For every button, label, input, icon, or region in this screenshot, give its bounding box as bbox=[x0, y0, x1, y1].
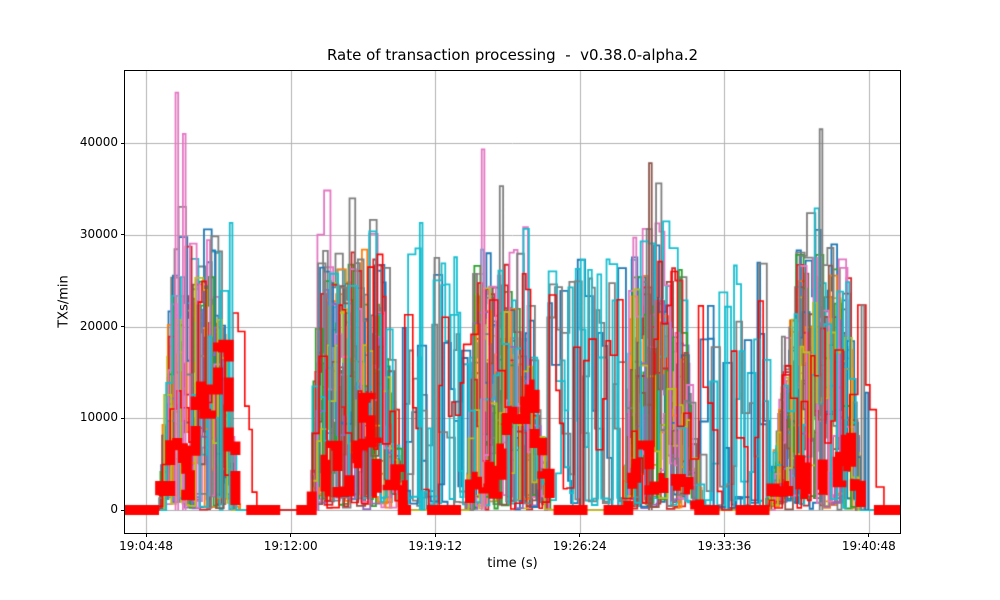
x-tick-label: 19:19:12 bbox=[408, 539, 463, 553]
y-tick-label: 40000 bbox=[79, 135, 118, 150]
x-tick-label: 19:12:00 bbox=[263, 539, 318, 553]
x-tick-mark bbox=[434, 533, 436, 537]
y-tick-label: 20000 bbox=[79, 318, 118, 333]
x-tick-label: 19:40:48 bbox=[841, 539, 896, 553]
plot-canvas bbox=[125, 71, 900, 533]
chart-title: Rate of transaction processing - v0.38.0… bbox=[326, 46, 699, 64]
x-axis-label: time (s) bbox=[487, 556, 538, 571]
x-tick-mark bbox=[868, 533, 870, 537]
y-tick-mark bbox=[121, 326, 125, 328]
x-tick-label: 19:33:36 bbox=[697, 539, 752, 553]
y-axis-label: TXs/min bbox=[56, 275, 72, 328]
y-tick-mark bbox=[121, 417, 125, 419]
y-tick-mark bbox=[121, 142, 125, 144]
y-tick-mark bbox=[121, 234, 125, 236]
y-tick-mark bbox=[121, 509, 125, 511]
x-tick-mark bbox=[579, 533, 581, 537]
x-tick-mark bbox=[723, 533, 725, 537]
y-tick-label: 0 bbox=[110, 502, 118, 517]
x-tick-mark bbox=[290, 533, 292, 537]
plot-area bbox=[124, 70, 901, 534]
y-tick-label: 10000 bbox=[79, 410, 118, 425]
x-tick-label: 19:04:48 bbox=[119, 539, 174, 553]
y-tick-label: 30000 bbox=[79, 226, 118, 241]
x-tick-mark bbox=[145, 533, 147, 537]
x-tick-label: 19:26:24 bbox=[552, 539, 607, 553]
